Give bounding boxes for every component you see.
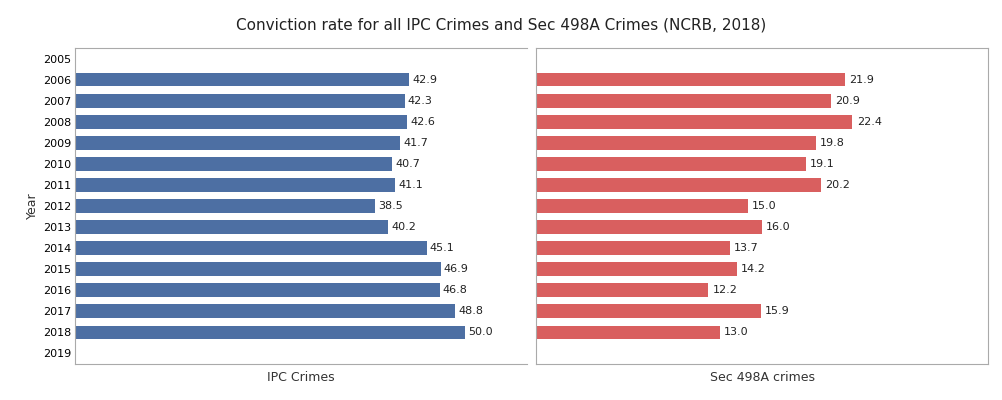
Bar bbox=[75, 115, 407, 128]
Bar bbox=[536, 262, 735, 276]
Text: 50.0: 50.0 bbox=[467, 327, 492, 337]
Text: Conviction rate for all IPC Crimes and Sec 498A Crimes (NCRB, 2018): Conviction rate for all IPC Crimes and S… bbox=[236, 18, 766, 33]
Bar bbox=[75, 241, 426, 255]
Text: 40.2: 40.2 bbox=[391, 222, 416, 232]
Bar bbox=[75, 199, 375, 213]
Text: 40.7: 40.7 bbox=[395, 159, 420, 169]
Bar bbox=[75, 304, 455, 318]
Text: 42.9: 42.9 bbox=[412, 74, 437, 84]
Text: 12.2: 12.2 bbox=[711, 285, 736, 295]
Text: 21.9: 21.9 bbox=[849, 74, 874, 84]
Text: 48.8: 48.8 bbox=[458, 306, 483, 316]
Bar bbox=[75, 178, 395, 192]
Bar bbox=[536, 304, 760, 318]
Text: 15.0: 15.0 bbox=[752, 201, 776, 211]
Text: 45.1: 45.1 bbox=[429, 243, 454, 253]
X-axis label: IPC Crimes: IPC Crimes bbox=[268, 371, 335, 384]
Y-axis label: Year: Year bbox=[26, 193, 39, 219]
Bar bbox=[536, 220, 762, 234]
Bar bbox=[75, 220, 388, 234]
Text: 15.9: 15.9 bbox=[765, 306, 789, 316]
Text: 46.8: 46.8 bbox=[443, 285, 467, 295]
Text: 14.2: 14.2 bbox=[740, 264, 765, 274]
Text: 41.1: 41.1 bbox=[398, 180, 423, 190]
Bar bbox=[536, 241, 728, 255]
Bar bbox=[536, 199, 747, 213]
Text: 19.8: 19.8 bbox=[819, 138, 844, 148]
Text: 38.5: 38.5 bbox=[378, 201, 403, 211]
Bar bbox=[536, 178, 821, 192]
Bar bbox=[75, 73, 409, 86]
Text: 20.9: 20.9 bbox=[835, 96, 860, 106]
Text: 46.9: 46.9 bbox=[443, 264, 468, 274]
X-axis label: Sec 498A crimes: Sec 498A crimes bbox=[708, 371, 814, 384]
Bar bbox=[75, 157, 392, 171]
Text: 42.3: 42.3 bbox=[408, 96, 432, 106]
Text: 42.6: 42.6 bbox=[410, 117, 435, 127]
Bar bbox=[536, 136, 815, 150]
Bar bbox=[536, 73, 845, 86]
Bar bbox=[536, 157, 805, 171]
Text: 41.7: 41.7 bbox=[403, 138, 428, 148]
Bar bbox=[75, 284, 440, 297]
Bar bbox=[536, 94, 831, 108]
Bar bbox=[75, 94, 405, 108]
Bar bbox=[536, 115, 852, 128]
Text: 22.4: 22.4 bbox=[856, 117, 881, 127]
Text: 13.0: 13.0 bbox=[723, 327, 747, 337]
Text: 13.7: 13.7 bbox=[733, 243, 758, 253]
Bar bbox=[536, 284, 707, 297]
Text: 19.1: 19.1 bbox=[810, 159, 834, 169]
Bar bbox=[75, 262, 440, 276]
Bar bbox=[536, 326, 719, 339]
Bar bbox=[75, 136, 400, 150]
Text: 16.0: 16.0 bbox=[766, 222, 791, 232]
Text: 20.2: 20.2 bbox=[825, 180, 850, 190]
Bar bbox=[75, 326, 464, 339]
